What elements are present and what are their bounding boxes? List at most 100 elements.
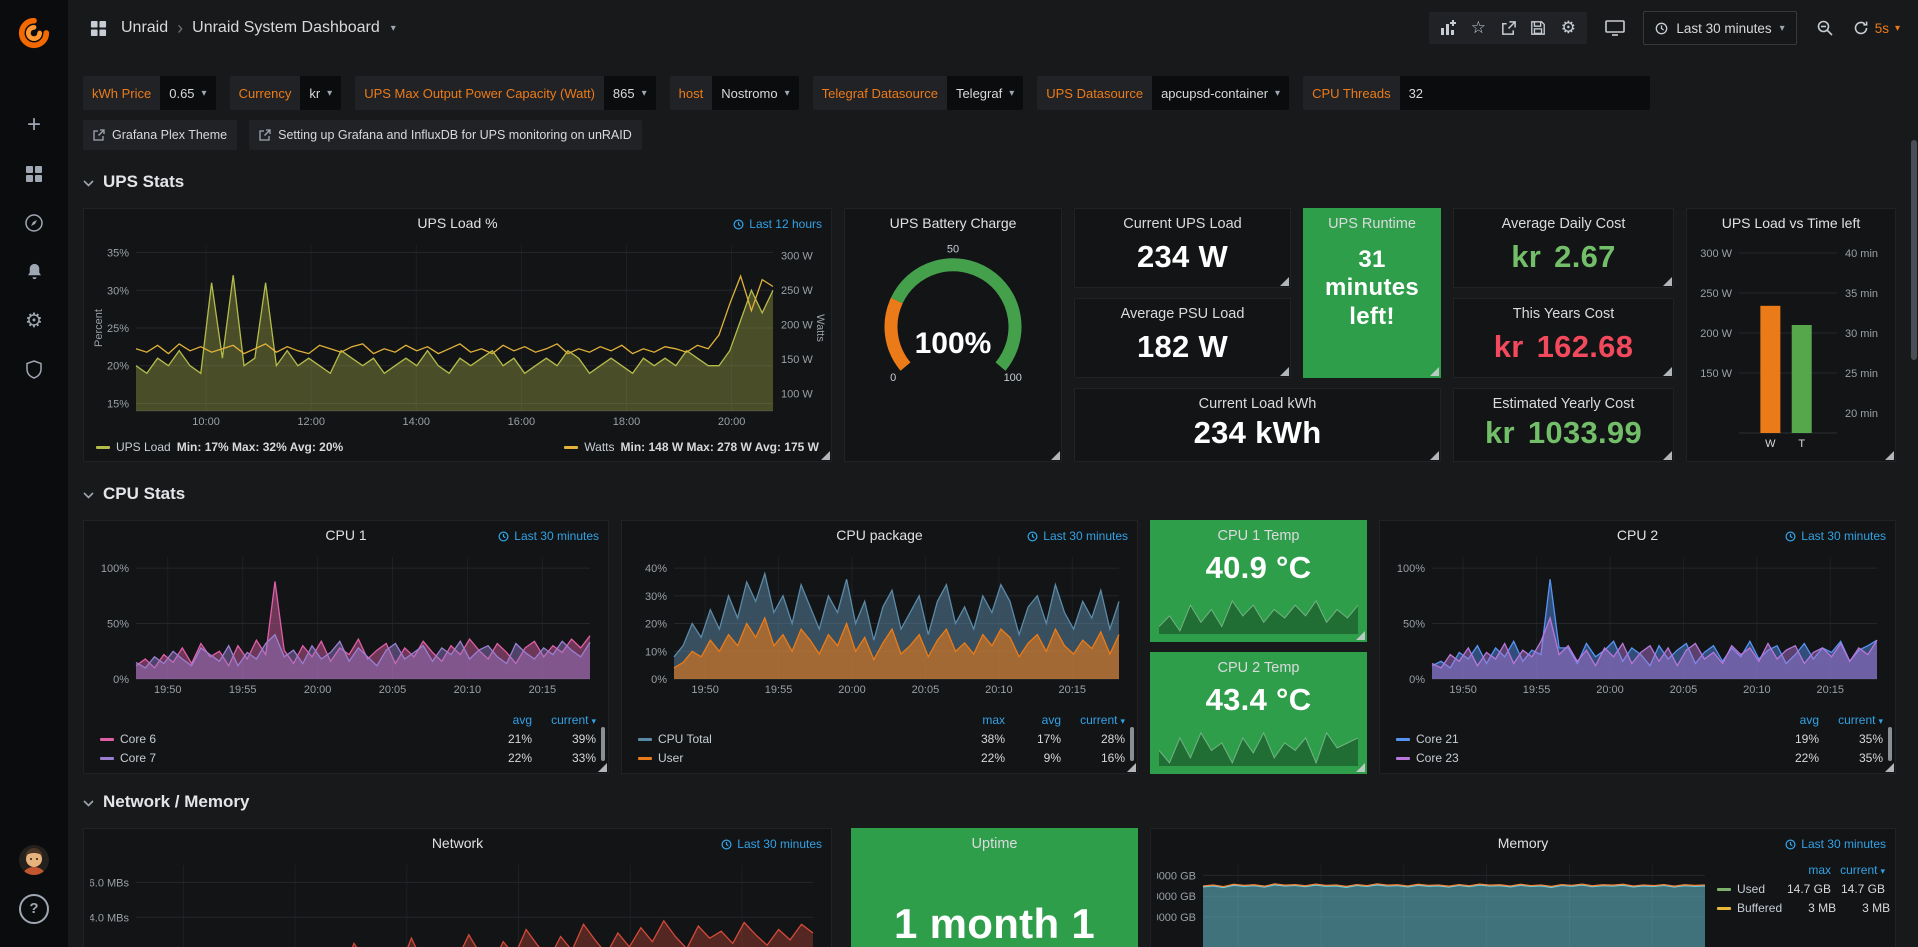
panel-time-override[interactable]: Last 30 minutes bbox=[1785, 529, 1886, 543]
legend-item[interactable]: Watts Min: 148 W Max: 278 W Avg: 175 W bbox=[564, 440, 819, 454]
stat-title[interactable]: CPU 2 Temp bbox=[1217, 660, 1300, 676]
panel-time-override[interactable]: Last 12 hours bbox=[733, 217, 822, 231]
grafana-logo-icon[interactable] bbox=[17, 4, 51, 62]
var-telegraf-datasource[interactable]: Telegraf Datasource Telegraf ▾ bbox=[812, 76, 1024, 110]
battery-gauge-chart: 0 50 100 100% bbox=[851, 239, 1055, 453]
var-cpu-threads[interactable]: CPU Threads 32 bbox=[1303, 76, 1650, 110]
var-currency[interactable]: Currency kr ▾ bbox=[229, 76, 342, 110]
resize-handle[interactable] bbox=[598, 763, 607, 772]
resize-handle[interactable] bbox=[1663, 277, 1672, 286]
create-plus-icon[interactable]: + bbox=[26, 110, 41, 138]
stat-title[interactable]: UPS Runtime bbox=[1328, 216, 1416, 232]
resize-handle[interactable] bbox=[1885, 763, 1894, 772]
panel-title[interactable]: Memory bbox=[1497, 835, 1549, 851]
resize-handle[interactable] bbox=[1356, 763, 1365, 772]
dashboard-caret-icon[interactable]: ▾ bbox=[390, 22, 396, 34]
shield-icon[interactable] bbox=[0, 345, 68, 394]
legend-row: CPU Total 38% 17% 28% bbox=[638, 732, 1125, 746]
panel-time-override[interactable]: Last 30 minutes bbox=[721, 837, 822, 851]
resize-handle[interactable] bbox=[1663, 451, 1672, 460]
stat-title[interactable]: CPU 1 Temp bbox=[1217, 528, 1300, 544]
stat-title[interactable]: Average PSU Load bbox=[1120, 306, 1245, 322]
stat-title[interactable]: Current Load kWh bbox=[1198, 396, 1317, 412]
share-icon[interactable] bbox=[1494, 15, 1522, 41]
panel-time-override[interactable]: Last 30 minutes bbox=[1785, 837, 1886, 851]
stat-title[interactable]: Average Daily Cost bbox=[1501, 216, 1626, 232]
memory-chart: 19:5019:5520:0020:0520:1020:1550.000000 … bbox=[1157, 857, 1717, 947]
section-cpu-stats[interactable]: CPU Stats bbox=[83, 484, 185, 504]
time-range-picker[interactable]: Last 30 minutes ▾ bbox=[1643, 11, 1797, 45]
dashboards-icon[interactable] bbox=[0, 149, 68, 198]
resize-handle[interactable] bbox=[1430, 451, 1439, 460]
chevron-down-icon bbox=[83, 491, 94, 499]
svg-text:50: 50 bbox=[947, 244, 959, 256]
cpu-threads-input[interactable]: 32 bbox=[1399, 76, 1650, 110]
var-ups-datasource[interactable]: UPS Datasource apcupsd-container ▾ bbox=[1037, 76, 1290, 110]
panel-title[interactable]: UPS Battery Charge bbox=[889, 215, 1017, 231]
resize-handle[interactable] bbox=[1663, 367, 1672, 376]
section-ups-stats[interactable]: UPS Stats bbox=[83, 172, 184, 192]
dashboard-settings-gear-icon[interactable]: ⚙ bbox=[1560, 18, 1576, 37]
refresh-interval[interactable]: 5s bbox=[1874, 20, 1889, 36]
panel-actions-group: ☆ ⚙ bbox=[1429, 12, 1588, 44]
avatar[interactable] bbox=[0, 835, 68, 884]
legend-item[interactable]: UPS Load Min: 17% Max: 32% Avg: 20% bbox=[96, 440, 343, 454]
apps-grid-icon[interactable] bbox=[84, 15, 112, 41]
panel-title[interactable]: UPS Load vs Time left bbox=[1721, 215, 1861, 231]
panel-time-override[interactable]: Last 30 minutes bbox=[498, 529, 599, 543]
panel-title[interactable]: Network bbox=[431, 835, 484, 851]
var-kwh-price[interactable]: kWh Price 0.65 ▾ bbox=[83, 76, 216, 110]
resize-handle[interactable] bbox=[821, 451, 830, 460]
panel-title[interactable]: CPU 2 bbox=[1616, 527, 1659, 543]
cpu1-chart: 19:50 19:55 20:00 20:05 20:10 20:15 0% 50% 100% bbox=[90, 549, 602, 699]
svg-text:100: 100 bbox=[1004, 372, 1022, 384]
svg-text:T: T bbox=[1798, 438, 1805, 450]
page-scrollbar[interactable] bbox=[1911, 140, 1917, 360]
resize-handle[interactable] bbox=[1051, 451, 1060, 460]
cycle-view-monitor-icon[interactable] bbox=[1601, 15, 1629, 41]
panel-time-override[interactable]: Last 30 minutes bbox=[1027, 529, 1128, 543]
add-panel-icon[interactable] bbox=[1434, 15, 1462, 41]
stat-title[interactable]: Current UPS Load bbox=[1123, 216, 1242, 232]
panel-title[interactable]: CPU 1 bbox=[325, 527, 367, 543]
link-grafana-plex-theme[interactable]: Grafana Plex Theme bbox=[83, 120, 238, 150]
legend-scrollbar[interactable] bbox=[1888, 727, 1892, 761]
legend-row: Buffered 3 MB 3 MB bbox=[1717, 901, 1890, 915]
stat-value: 31 minutes left! bbox=[1324, 246, 1420, 330]
var-ups-max-output[interactable]: UPS Max Output Power Capacity (Watt) 865 ▾ bbox=[355, 76, 656, 110]
chevron-down-icon bbox=[83, 799, 94, 807]
sort-caret-icon: ▾ bbox=[591, 716, 596, 726]
refresh-icon[interactable] bbox=[1853, 20, 1869, 36]
resize-handle[interactable] bbox=[1280, 277, 1289, 286]
panel-title[interactable]: UPS Load % bbox=[417, 215, 498, 231]
refresh-caret-icon[interactable]: ▾ bbox=[1894, 22, 1900, 34]
legend-scrollbar[interactable] bbox=[1130, 727, 1134, 761]
save-icon[interactable] bbox=[1524, 15, 1552, 41]
star-icon[interactable]: ☆ bbox=[1470, 18, 1486, 37]
refresh-control[interactable]: 5s ▾ bbox=[1853, 20, 1900, 36]
stat-title[interactable]: This Years Cost bbox=[1512, 306, 1615, 322]
resize-handle[interactable] bbox=[1356, 631, 1365, 640]
resize-handle[interactable] bbox=[1280, 367, 1289, 376]
explore-compass-icon[interactable] bbox=[0, 198, 68, 247]
panel-network: Network Last 30 minutes 19:5019:5520:002… bbox=[83, 828, 832, 947]
panel-title[interactable]: CPU package bbox=[836, 527, 923, 543]
var-host[interactable]: host Nostromo ▾ bbox=[669, 76, 799, 110]
section-network-memory[interactable]: Network / Memory bbox=[83, 792, 249, 812]
help-icon[interactable]: ? bbox=[0, 884, 68, 947]
stat-title[interactable]: Estimated Yearly Cost bbox=[1492, 396, 1635, 412]
zoom-out-icon[interactable] bbox=[1811, 15, 1839, 41]
alerting-bell-icon[interactable] bbox=[0, 247, 68, 296]
resize-handle[interactable] bbox=[1127, 763, 1136, 772]
stat-value: kr 2.67 bbox=[1511, 239, 1616, 274]
link-ups-monitoring-guide[interactable]: Setting up Grafana and InfluxDB for UPS … bbox=[249, 120, 642, 150]
configuration-gear-icon[interactable]: ⚙ bbox=[25, 310, 43, 332]
svg-text:14:00: 14:00 bbox=[403, 416, 431, 428]
breadcrumb-app[interactable]: Unraid bbox=[121, 19, 169, 36]
legend-scrollbar[interactable] bbox=[601, 727, 605, 761]
dashboard-title[interactable]: Unraid System Dashboard bbox=[192, 19, 380, 36]
chevron-down-icon bbox=[83, 179, 94, 187]
stat-title[interactable]: Uptime bbox=[971, 836, 1018, 852]
resize-handle[interactable] bbox=[1430, 367, 1439, 376]
resize-handle[interactable] bbox=[1885, 451, 1894, 460]
